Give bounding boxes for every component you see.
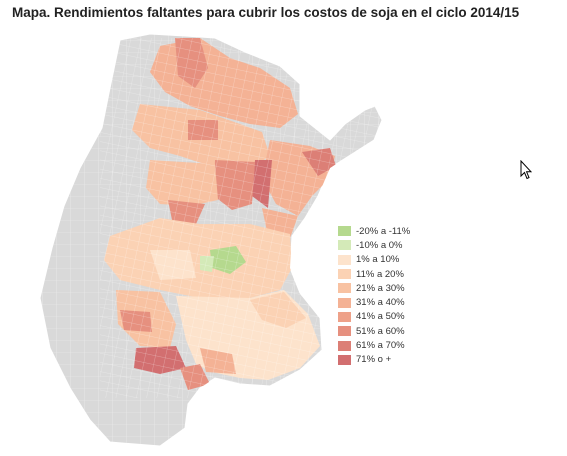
- legend-label: 21% a 30%: [356, 282, 405, 294]
- legend-item: 61% a 70%: [338, 338, 410, 352]
- legend-swatch: [338, 283, 351, 294]
- legend-item: -10% a 0%: [338, 238, 410, 252]
- legend-swatch: [338, 354, 351, 365]
- legend-label: 41% a 50%: [356, 311, 405, 323]
- page-title: Mapa. Rendimientos faltantes para cubrir…: [12, 5, 520, 20]
- legend-label: 61% a 70%: [356, 340, 405, 352]
- map-container: [0, 28, 567, 456]
- legend-item: -20% a -11%: [338, 224, 410, 238]
- map-legend: -20% a -11% -10% a 0% 1% a 10% 11% a 20%…: [338, 224, 410, 367]
- legend-item: 11% a 20%: [338, 267, 410, 281]
- legend-label: 71% o +: [356, 354, 392, 366]
- legend-item: 51% a 60%: [338, 324, 410, 338]
- legend-swatch: [338, 340, 351, 351]
- legend-swatch: [338, 311, 351, 322]
- legend-swatch: [338, 240, 351, 251]
- choropleth-map: [39, 33, 383, 447]
- legend-label: 1% a 10%: [356, 254, 400, 266]
- legend-item: 31% a 40%: [338, 295, 410, 309]
- legend-swatch: [338, 269, 351, 280]
- legend-item: 21% a 30%: [338, 281, 410, 295]
- mouse-pointer-icon: [520, 159, 533, 185]
- legend-label: 11% a 20%: [356, 268, 404, 280]
- legend-label: 31% a 40%: [356, 297, 405, 309]
- legend-label: -10% a 0%: [356, 239, 403, 251]
- legend-swatch: [338, 326, 351, 337]
- legend-swatch: [338, 254, 351, 265]
- legend-item: 71% o +: [338, 353, 410, 367]
- legend-swatch: [338, 226, 351, 237]
- legend-item: 1% a 10%: [338, 253, 410, 267]
- legend-item: 41% a 50%: [338, 310, 410, 324]
- legend-label: -20% a -11%: [356, 225, 411, 237]
- legend-label: 51% a 60%: [356, 325, 405, 337]
- legend-swatch: [338, 297, 351, 308]
